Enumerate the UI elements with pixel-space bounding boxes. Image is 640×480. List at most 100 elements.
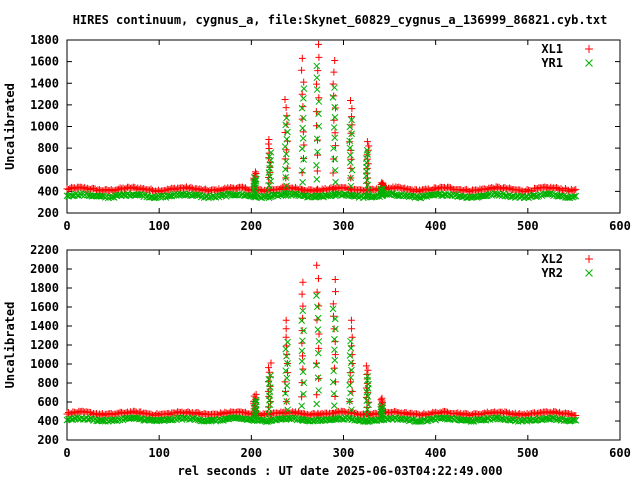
data-point (282, 325, 290, 333)
data-point (520, 410, 528, 418)
data-point (561, 185, 569, 193)
data-point (314, 314, 322, 322)
data-point (404, 411, 412, 419)
data-point (299, 416, 306, 423)
data-point (570, 186, 578, 194)
data-point (330, 367, 337, 375)
data-point (265, 182, 273, 189)
data-point (298, 317, 306, 324)
data-point (331, 134, 339, 142)
data-point (379, 179, 387, 187)
data-point (194, 409, 202, 417)
data-point (368, 410, 376, 418)
data-point (282, 174, 290, 181)
data-point (153, 410, 161, 418)
data-point (414, 410, 422, 418)
data-point (331, 356, 339, 364)
data-point (283, 114, 290, 122)
data-point (408, 416, 416, 423)
data-point (282, 416, 290, 423)
data-point (424, 185, 432, 193)
data-point (313, 303, 321, 311)
data-point (299, 167, 306, 174)
data-point (251, 173, 258, 181)
data-point (547, 408, 555, 416)
data-point (135, 415, 143, 423)
data-point (347, 374, 355, 381)
data-point (283, 352, 290, 360)
data-point (346, 97, 354, 105)
data-point (346, 151, 354, 159)
data-point (298, 402, 306, 410)
data-point (265, 135, 273, 143)
data-point (298, 104, 306, 112)
data-point (432, 184, 440, 192)
data-point (331, 155, 339, 163)
data-point (364, 372, 371, 380)
data-point (523, 186, 531, 194)
series-YR1 (63, 62, 580, 202)
data-point (252, 190, 259, 197)
data-point (250, 188, 258, 195)
data-point (439, 414, 447, 422)
data-point (313, 192, 321, 200)
data-point (347, 359, 355, 367)
x-tick-label: 200 (240, 446, 262, 460)
data-point (364, 192, 372, 200)
data-point (251, 168, 259, 176)
data-point (348, 130, 355, 138)
top-panel: 0 100 200 300 400 500 600 200 400 600 800 1000 1200 1… (3, 33, 631, 233)
data-point (87, 186, 95, 194)
data-point (97, 192, 105, 200)
data-point (283, 164, 291, 172)
data-point (95, 186, 103, 194)
data-point (300, 85, 308, 93)
data-point (331, 192, 339, 200)
data-point (454, 409, 462, 417)
legend-label: YR2 (541, 266, 563, 280)
data-point (346, 137, 353, 145)
data-point (331, 335, 338, 343)
data-point (66, 184, 74, 192)
data-point (417, 418, 425, 425)
data-point (501, 183, 509, 191)
data-point (282, 104, 290, 112)
data-point (495, 183, 503, 191)
data-point (252, 390, 260, 398)
data-point (313, 161, 320, 169)
data-point (143, 409, 151, 417)
series-XL1 (63, 40, 580, 196)
data-point (313, 151, 321, 159)
data-point (300, 379, 308, 387)
y-tick-label: 200 (37, 433, 59, 447)
data-point (227, 183, 235, 191)
data-point (217, 416, 224, 424)
data-point (299, 124, 306, 132)
data-point (298, 327, 306, 335)
data-point (315, 98, 323, 105)
data-point (265, 192, 272, 200)
data-point (333, 408, 341, 416)
bottom-panel: 0 100 200 300 400 500 600 200 400 600 800 1000 1200 1… (3, 243, 631, 460)
data-point (315, 387, 323, 394)
data-point (315, 94, 323, 102)
data-point (252, 177, 260, 185)
data-point (340, 408, 348, 416)
data-point (313, 62, 321, 70)
data-point (68, 192, 75, 199)
legend-label: XL1 (541, 42, 563, 56)
data-point (329, 305, 337, 313)
data-point (346, 352, 354, 359)
data-point (140, 185, 148, 193)
data-point (313, 86, 321, 93)
data-point (282, 192, 290, 200)
series-XL2 (63, 261, 580, 420)
data-point (282, 367, 290, 375)
data-point (299, 154, 307, 162)
data-point (315, 122, 323, 130)
data-point (107, 193, 115, 201)
data-point (282, 166, 289, 173)
data-point (313, 167, 321, 175)
data-point (348, 325, 356, 333)
data-point (313, 136, 321, 144)
